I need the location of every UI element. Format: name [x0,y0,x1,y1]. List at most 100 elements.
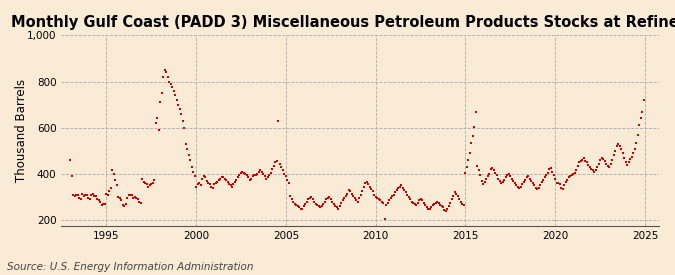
Point [215,176,225,181]
Point [397,186,408,190]
Point [364,185,375,189]
Point [140,181,151,185]
Point [328,202,339,206]
Point [569,170,580,175]
Point [179,125,190,130]
Point [505,174,516,178]
Point [344,188,354,192]
Point [603,165,614,169]
Point [217,175,228,180]
Point [256,169,267,174]
Point [107,168,117,173]
Point [613,142,624,146]
Point [535,183,545,188]
Point [250,173,261,177]
Point [325,197,336,202]
Point [544,167,555,172]
Point [595,158,605,162]
Point [418,200,429,205]
Point [125,192,136,197]
Point [161,70,171,75]
Point [230,180,240,184]
Point [358,185,369,189]
Point [402,192,412,197]
Point [468,134,479,138]
Point [147,181,158,185]
Point [477,179,487,183]
Point [240,172,251,176]
Point [593,161,604,166]
Point [148,177,159,182]
Point [576,158,587,162]
Point [524,176,535,181]
Point [352,199,363,204]
Point [114,196,125,200]
Point [132,197,143,202]
Point [126,192,137,197]
Point [373,197,384,202]
Point [319,199,330,204]
Point [514,186,524,190]
Point [462,165,472,169]
Point [602,164,613,168]
Point [297,206,308,211]
Point [578,156,589,160]
Point [547,169,558,174]
Point [80,192,90,197]
Point [504,172,514,176]
Point [403,195,414,199]
Point [318,202,329,206]
Point [89,194,100,198]
Point [276,165,287,169]
Point [551,181,562,185]
Point [574,160,585,164]
Point [463,158,474,162]
Point [189,174,200,178]
Point [474,168,485,173]
Point [433,200,444,205]
Point [430,200,441,205]
Point [448,194,459,198]
Point [637,109,647,114]
Point [527,181,538,185]
Point [393,186,404,190]
Point [499,177,510,182]
Point [517,182,528,186]
Point [273,119,284,123]
Point [495,179,506,183]
Point [587,168,598,173]
Point [426,205,437,210]
Point [248,174,259,178]
Point [198,174,209,178]
Point [151,121,161,125]
Point [97,203,107,207]
Point [162,75,173,79]
Point [389,190,400,195]
Point [601,161,612,166]
Point [313,204,324,208]
Point [406,199,417,204]
Point [191,185,202,189]
Point [116,198,127,203]
Point [523,174,534,178]
Point [456,199,466,204]
Point [155,100,165,104]
Point [71,192,82,197]
Point [385,196,396,200]
Point [310,202,321,206]
Point [394,185,405,189]
Point [304,196,315,200]
Point [361,180,372,184]
Point [439,208,450,212]
Point [165,82,176,86]
Point [252,172,263,176]
Point [437,205,448,210]
Point [153,128,164,132]
Point [420,203,431,207]
Point [74,196,85,200]
Point [340,194,351,198]
Point [164,79,175,84]
Point [608,153,619,158]
Point [219,176,230,181]
Point [216,175,227,180]
